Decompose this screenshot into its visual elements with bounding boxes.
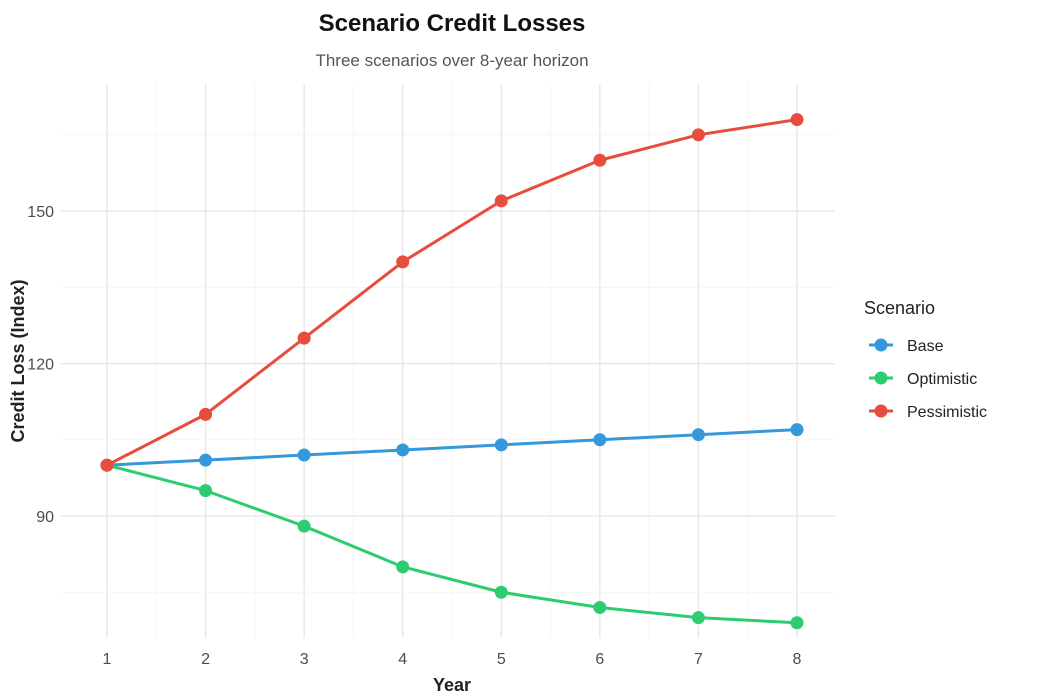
data-point-base <box>199 453 213 467</box>
data-point-pessimistic <box>396 255 410 269</box>
data-point-base <box>691 428 705 442</box>
legend-item-base: Base <box>869 338 944 355</box>
x-axis-title: Year <box>433 675 471 695</box>
legend-key-marker <box>874 338 888 352</box>
x-tick-label: 1 <box>103 651 112 668</box>
grid-layer <box>60 84 835 638</box>
legend-item-optimistic: Optimistic <box>869 371 977 388</box>
tick-layer: 1 2 3 4 5 6 7 8 90 120 150 <box>27 204 801 668</box>
legend: Scenario Base Optimistic Pessimistic <box>864 298 987 421</box>
series-line-pessimistic <box>105 118 799 467</box>
legend-title: Scenario <box>864 298 935 318</box>
x-tick-label: 3 <box>300 651 309 668</box>
legend-item-pessimistic: Pessimistic <box>869 404 987 421</box>
x-tick-label: 4 <box>398 651 407 668</box>
data-point-base <box>494 438 508 452</box>
y-tick-label: 120 <box>27 357 54 374</box>
data-point-base <box>297 448 311 462</box>
x-tick-label: 6 <box>595 651 604 668</box>
data-point-base <box>396 443 410 457</box>
data-point-optimistic <box>396 560 410 574</box>
data-point-pessimistic <box>199 407 213 421</box>
y-tick-label: 150 <box>27 204 54 221</box>
legend-key-marker <box>874 371 888 385</box>
y-axis-title: Credit Loss (Index) <box>8 279 28 442</box>
legend-label: Optimistic <box>907 371 977 388</box>
data-point-optimistic <box>593 601 607 615</box>
data-point-pessimistic <box>100 458 114 472</box>
data-point-pessimistic <box>593 153 607 167</box>
data-point-pessimistic <box>494 194 508 208</box>
data-point-optimistic <box>494 585 508 599</box>
chart-subtitle: Three scenarios over 8-year horizon <box>315 51 588 70</box>
data-point-optimistic <box>790 616 804 630</box>
data-point-pessimistic <box>297 331 311 345</box>
y-tick-label: 90 <box>36 509 54 526</box>
data-point-optimistic <box>199 484 213 498</box>
series-layer <box>100 113 804 630</box>
chart-title: Scenario Credit Losses <box>319 10 586 37</box>
data-point-base <box>790 423 804 437</box>
data-point-base <box>593 433 607 447</box>
data-point-pessimistic <box>691 128 705 142</box>
x-tick-label: 8 <box>793 651 802 668</box>
legend-label: Base <box>907 338 944 355</box>
x-tick-label: 5 <box>497 651 506 668</box>
data-point-pessimistic <box>790 113 804 127</box>
series-line-base <box>105 428 799 467</box>
data-point-optimistic <box>691 611 705 625</box>
data-point-optimistic <box>297 519 311 533</box>
x-tick-label: 2 <box>201 651 210 668</box>
x-tick-label: 7 <box>694 651 703 668</box>
legend-label: Pessimistic <box>907 404 987 421</box>
legend-key-marker <box>874 404 888 418</box>
series-line-optimistic <box>105 463 799 625</box>
